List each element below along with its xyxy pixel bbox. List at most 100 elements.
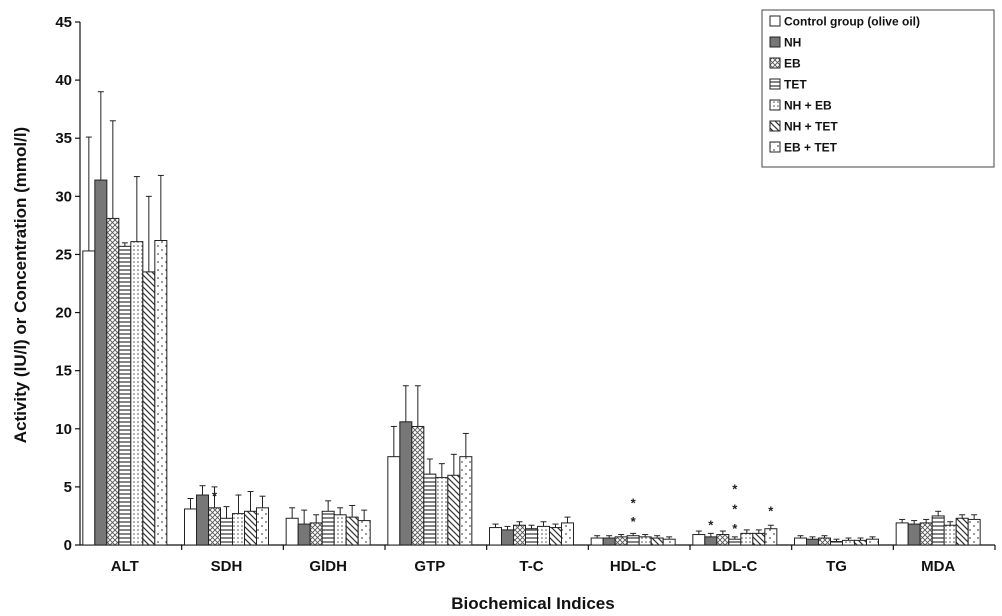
significance-markers: * * * * * * * * bbox=[212, 482, 774, 537]
bar bbox=[232, 513, 245, 546]
bar bbox=[106, 217, 120, 546]
y-tick-label: 40 bbox=[55, 72, 72, 89]
bar bbox=[895, 522, 909, 546]
y-tick-label: 15 bbox=[55, 363, 72, 380]
legend-label: NH + TET bbox=[784, 120, 838, 134]
x-axis: ALT SDH GlDH GTP T-C HDL-C LDL-C TG MDA bbox=[80, 544, 996, 575]
legend-swatch bbox=[769, 15, 781, 27]
significance-star: * bbox=[631, 514, 637, 529]
bar bbox=[423, 473, 437, 546]
bar bbox=[638, 536, 652, 546]
bar bbox=[94, 179, 108, 546]
legend-swatch bbox=[769, 36, 781, 48]
x-tick-label: MDA bbox=[921, 558, 955, 575]
bar bbox=[907, 523, 921, 546]
bar bbox=[626, 535, 640, 546]
legend-swatch bbox=[769, 120, 781, 132]
x-tick-label: HDL-C bbox=[610, 558, 657, 575]
x-tick-label: T-C bbox=[519, 558, 543, 575]
error-bars bbox=[85, 91, 978, 542]
significance-star: * bbox=[732, 501, 738, 516]
bar bbox=[447, 474, 461, 546]
bar bbox=[357, 520, 371, 546]
significance-star: * bbox=[768, 504, 774, 519]
y-tick-label: 30 bbox=[55, 188, 72, 205]
bar bbox=[154, 239, 168, 546]
bar bbox=[333, 514, 347, 546]
bar bbox=[297, 523, 311, 546]
bar bbox=[704, 536, 718, 546]
legend-label: NH bbox=[784, 36, 801, 50]
bar bbox=[321, 510, 335, 546]
bar bbox=[561, 522, 574, 546]
bars bbox=[82, 179, 981, 546]
x-tick-label: LDL-C bbox=[712, 558, 757, 575]
bar bbox=[740, 532, 754, 546]
y-axis: 0 5 10 15 20 25 30 35 40 45 bbox=[55, 14, 81, 554]
bar bbox=[399, 421, 413, 546]
bar bbox=[854, 539, 867, 546]
bar bbox=[602, 537, 616, 546]
bar bbox=[345, 516, 359, 546]
bar bbox=[130, 241, 144, 546]
bar bbox=[489, 527, 502, 546]
bar bbox=[728, 538, 742, 546]
y-tick-label: 45 bbox=[55, 14, 72, 31]
bar bbox=[866, 538, 879, 546]
legend-label: TET bbox=[784, 78, 807, 92]
bar bbox=[208, 507, 221, 546]
bar bbox=[244, 510, 257, 546]
significance-star: * bbox=[732, 521, 738, 536]
legend-swatch bbox=[769, 78, 781, 90]
legend-swatch bbox=[769, 57, 781, 69]
bar bbox=[387, 456, 401, 546]
bar bbox=[614, 536, 628, 546]
bar bbox=[806, 538, 819, 546]
y-tick-label: 35 bbox=[55, 130, 72, 147]
significance-star: * bbox=[708, 518, 714, 533]
bar bbox=[184, 508, 197, 546]
legend-box bbox=[761, 9, 995, 168]
bar bbox=[931, 515, 945, 546]
bar bbox=[118, 245, 132, 546]
legend-label: Control group (olive oil) bbox=[784, 15, 920, 29]
bar bbox=[220, 517, 233, 546]
bar bbox=[537, 525, 550, 546]
bar bbox=[411, 425, 425, 546]
x-tick-label: ALT bbox=[111, 558, 139, 575]
bar bbox=[142, 271, 156, 546]
y-tick-label: 0 bbox=[64, 537, 72, 554]
bar bbox=[590, 537, 604, 546]
bar bbox=[794, 537, 807, 546]
y-axis-title: Activity (IU/l) or Concentration (mmol/l… bbox=[11, 127, 30, 443]
legend-label: EB + TET bbox=[784, 141, 838, 155]
bar bbox=[435, 477, 449, 546]
x-axis-title: Biochemical Indices bbox=[451, 594, 614, 613]
bar bbox=[967, 518, 981, 546]
bar bbox=[256, 507, 269, 546]
x-tick-label: GlDH bbox=[309, 558, 347, 575]
bar bbox=[764, 528, 778, 546]
bar bbox=[955, 517, 969, 546]
bar bbox=[285, 517, 299, 546]
x-tick-label: GTP bbox=[414, 558, 445, 575]
significance-star: * bbox=[631, 496, 637, 511]
bar bbox=[662, 538, 676, 546]
bar bbox=[818, 537, 831, 546]
bar bbox=[830, 541, 843, 546]
significance-star: * bbox=[732, 482, 738, 497]
significance-star: * bbox=[212, 489, 218, 504]
y-tick-label: 25 bbox=[55, 246, 72, 263]
bar bbox=[309, 522, 323, 546]
bar bbox=[549, 527, 562, 546]
legend-swatch bbox=[769, 141, 781, 153]
y-tick-label: 20 bbox=[55, 305, 72, 322]
y-tick-label: 5 bbox=[64, 479, 72, 496]
bar bbox=[650, 537, 664, 546]
legend-label: EB bbox=[784, 57, 801, 71]
x-tick-label: TG bbox=[826, 558, 847, 575]
bar bbox=[513, 524, 526, 546]
bar bbox=[919, 522, 933, 546]
bar bbox=[752, 532, 766, 546]
